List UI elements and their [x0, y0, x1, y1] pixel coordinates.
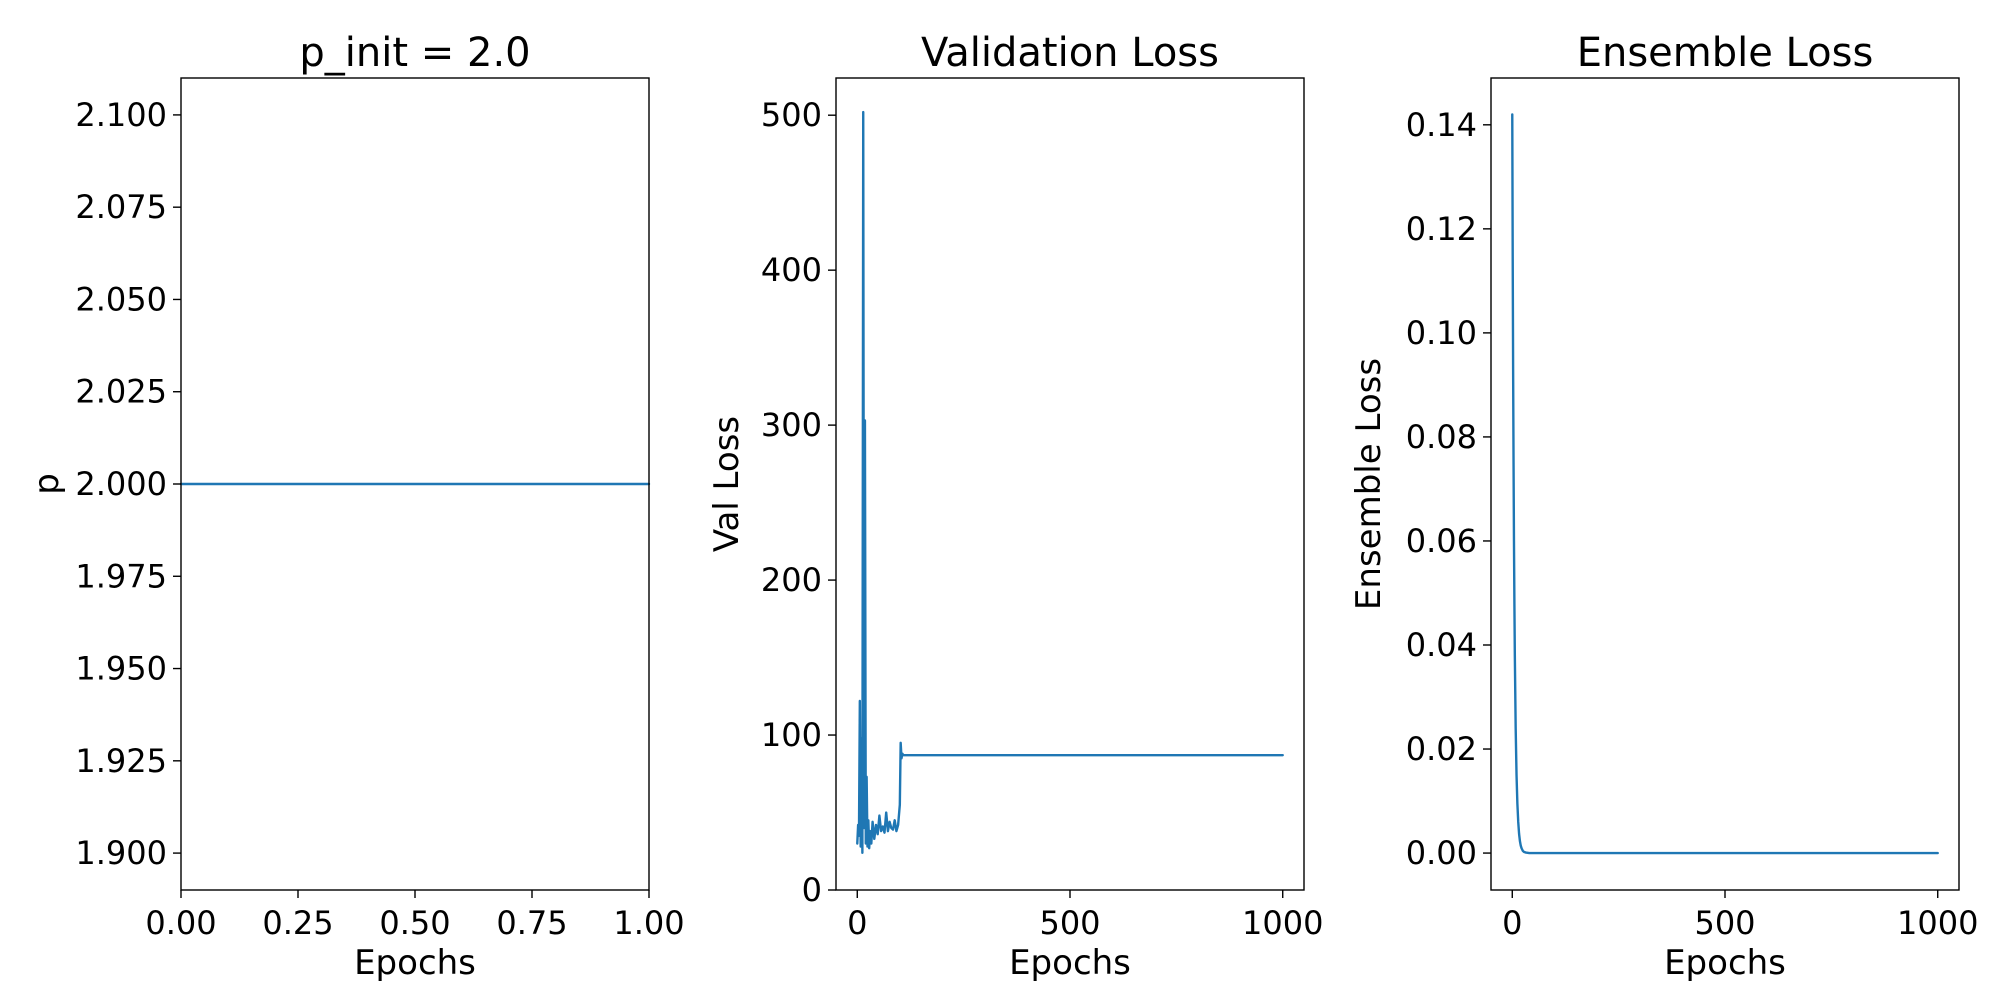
y-tick-label: 1.975: [75, 557, 167, 595]
y-tick-label: 2.075: [75, 188, 167, 226]
y-axis-label: Val Loss: [707, 416, 747, 552]
chart-title: p_init = 2.0: [299, 30, 530, 76]
plot-frame: [835, 77, 1305, 891]
y-tick-label: 1.925: [75, 742, 167, 780]
x-tick-label: 500: [1694, 904, 1755, 942]
y-tick-label: 400: [761, 251, 822, 289]
chart-title: Ensemble Loss: [1577, 30, 1874, 76]
y-axis-label: p: [27, 473, 67, 495]
x-axis-label: Epochs: [1664, 943, 1786, 983]
chart-panel-1: 0.00 0.25 0.50 0.75 1.00 1.900 1.925 1.950 1.975…: [27, 30, 685, 983]
x-tick-label: 1.00: [613, 904, 684, 942]
y-tick-label: 2.000: [75, 465, 167, 503]
y-tick-label: 0.08: [1406, 418, 1477, 456]
y-axis-label: Ensemble Loss: [1349, 358, 1389, 610]
x-tick-label: 0: [1502, 904, 1522, 942]
y-tick-label: 2.025: [75, 373, 167, 411]
y-tick-label: 500: [761, 96, 822, 134]
chart-panel-3: 0 500 1000 0.00 0.02 0.04 0.06 0.08 0.10 0.12 0.14…: [1349, 30, 1978, 983]
y-tick-label: 0.06: [1406, 522, 1477, 560]
y-tick-label: 0.02: [1406, 730, 1477, 768]
x-tick-label: 0: [847, 904, 867, 942]
chart-panel-2: 0 500 1000 0 100 200 300 400 500 Validation Loss E…: [707, 30, 1323, 983]
chart-title: Validation Loss: [921, 30, 1219, 76]
x-tick-label: 1000: [1242, 904, 1323, 942]
y-tick-label: 200: [761, 561, 822, 599]
x-axis-label: Epochs: [354, 943, 476, 983]
x-axis-label: Epochs: [1009, 943, 1131, 983]
y-tick-label: 1.900: [75, 834, 167, 872]
y-tick-label: 0.14: [1406, 106, 1477, 144]
y-tick-label: 1.950: [75, 650, 167, 688]
x-tick-label: 0.25: [262, 904, 333, 942]
y-tick-label: 300: [761, 406, 822, 444]
y-tick-label: 0: [802, 871, 822, 909]
plot-frame: [1490, 77, 1960, 891]
y-tick-label: 0.10: [1406, 314, 1477, 352]
y-tick-label: 0.12: [1406, 210, 1477, 248]
y-tick-label: 0.00: [1406, 834, 1477, 872]
series-line-1: [856, 110, 1284, 855]
x-tick-label: 0.50: [379, 904, 450, 942]
series-line-1: [1511, 113, 1939, 855]
y-tick-label: 2.100: [75, 96, 167, 134]
y-tick-label: 100: [761, 716, 822, 754]
x-tick-label: 0.00: [145, 904, 216, 942]
x-tick-label: 1000: [1897, 904, 1978, 942]
y-tick-label: 0.04: [1406, 626, 1477, 664]
y-tick-label: 2.050: [75, 280, 167, 318]
x-tick-label: 500: [1039, 904, 1100, 942]
x-tick-label: 0.75: [496, 904, 567, 942]
